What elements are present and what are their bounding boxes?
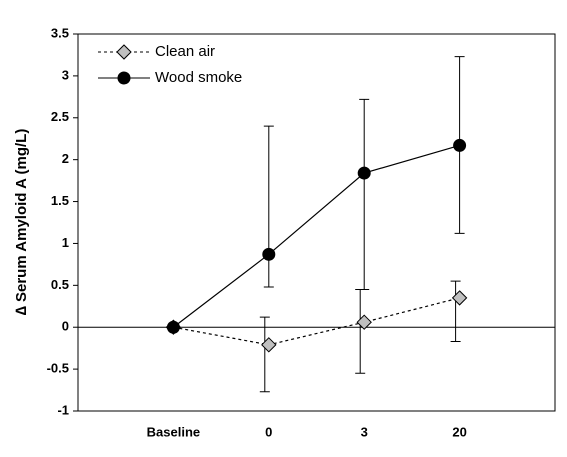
legend-label: Clean air	[155, 43, 215, 60]
x-tick-label: 0	[265, 424, 272, 439]
x-tick-label: 3	[361, 424, 368, 439]
y-axis-label: ∆ Serum Amyloid A (mg/L)	[13, 129, 30, 316]
legend-marker	[118, 72, 130, 84]
marker	[454, 139, 466, 151]
legend-label: Wood smoke	[155, 69, 242, 86]
chart: ∆ Serum Amyloid A (mg/L) 3.5 3 2.5 2 1.5 1 0.5…	[0, 0, 567, 457]
y-tick-label: 2.5	[51, 109, 69, 124]
x-tick-label: Baseline	[147, 424, 200, 439]
marker	[358, 167, 370, 179]
y-tick-label: 2	[62, 151, 69, 166]
y-tick-label: 1	[62, 235, 69, 250]
y-tick-label: -1	[57, 402, 69, 417]
y-tick-label: -0.5	[47, 361, 69, 376]
marker	[167, 321, 179, 333]
y-tick-label: 0	[62, 319, 69, 334]
y-tick-label: 3.5	[51, 25, 69, 40]
plot-area	[78, 34, 555, 411]
x-tick-label: 20	[452, 424, 466, 439]
marker	[263, 248, 275, 260]
y-tick-label: 1.5	[51, 193, 69, 208]
y-tick-label: 0.5	[51, 277, 69, 292]
y-tick-label: 3	[62, 67, 69, 82]
